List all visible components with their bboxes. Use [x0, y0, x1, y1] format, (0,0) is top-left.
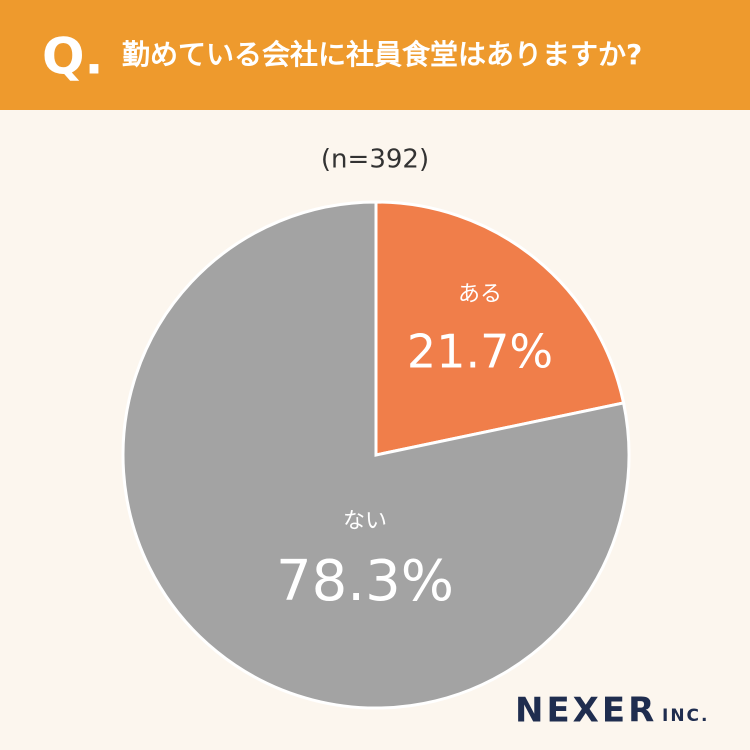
chart-title: 勤めている会社に社員食堂はありますか? — [122, 38, 642, 71]
question-mark: Q. — [42, 28, 104, 86]
chart-subtitle: (n=392) — [321, 145, 429, 175]
brand-suffix: INC. — [662, 706, 710, 726]
pie-slice — [121, 200, 631, 710]
pie-slice — [374, 200, 626, 457]
pie: ある 21.7% ない 78.3% — [121, 200, 631, 710]
slice-category-label: ある — [458, 282, 502, 307]
slice-value-label: 78.3% — [276, 549, 454, 614]
slice-category-label: ない — [343, 509, 387, 534]
brand: NEXER — [515, 691, 657, 731]
header-bar — [0, 0, 750, 110]
slice-value-label: 21.7% — [407, 325, 553, 379]
